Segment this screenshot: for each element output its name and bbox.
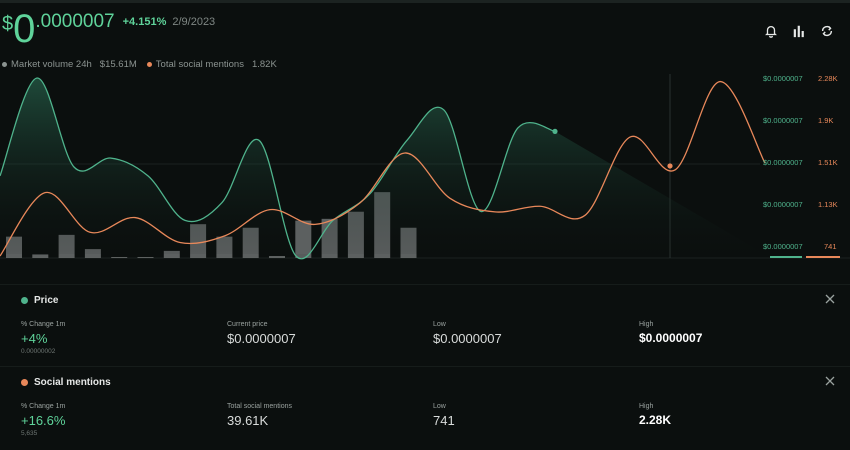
social-axis-label: 1.13K	[818, 200, 838, 209]
stat-label: Low	[433, 403, 446, 410]
stat-value: $0.0000007	[639, 331, 703, 345]
stat-label: Total social mentions	[227, 403, 292, 410]
volume-bar	[295, 220, 312, 258]
social-marker	[667, 163, 673, 169]
price-marker	[552, 128, 558, 134]
stat-value: $0.0000007	[433, 331, 502, 346]
legend-mentions[interactable]: Total social mentions 1.82K	[146, 59, 277, 70]
social-axis-label: 1.51K	[818, 158, 838, 167]
price-line	[0, 77, 556, 260]
close-icon[interactable]	[824, 293, 836, 305]
social-axis-label: 1.9K	[818, 116, 834, 125]
stat-label: Low	[433, 321, 446, 328]
price-change-stat: % Change 1m +4% 0.00000002	[21, 321, 65, 355]
stat-label: High	[639, 321, 654, 328]
price-axis-label: $0.0000007	[763, 116, 803, 125]
price-axis-label: $0.0000007	[763, 74, 803, 83]
stat-sub: 5,635	[21, 430, 38, 437]
legend-mentions-value: 1.82K	[251, 59, 277, 70]
close-icon[interactable]	[824, 375, 836, 387]
price-area	[0, 77, 765, 259]
price-currency: $	[2, 13, 14, 35]
volume-bar	[111, 257, 128, 258]
social-panel-title: Social mentions	[21, 377, 111, 388]
price-social-chart[interactable]: $0.0000007 $0.0000007 $0.0000007 $0.0000007…	[0, 66, 850, 262]
bar-chart-icon[interactable]	[790, 22, 808, 40]
legend-volume[interactable]: Market volume 24h $15.61M	[2, 59, 137, 70]
current-price-stat: Current price $0.0000007	[227, 321, 296, 346]
header-actions	[762, 22, 836, 40]
price-dot-icon	[21, 297, 28, 304]
price-panel-title-text: Price	[34, 295, 59, 306]
social-change-stat: % Change 1m +16.6% 5,635	[21, 403, 65, 437]
price-decimals: .0000007	[35, 11, 115, 32]
legend-mentions-label: Total social mentions	[155, 59, 244, 70]
price-integer: 0	[13, 7, 36, 51]
price-change-percent: +4.151%	[122, 16, 167, 28]
social-axis-label: 2.28K	[818, 74, 838, 83]
stat-label: Current price	[227, 321, 268, 328]
stat-label: % Change 1m	[21, 321, 66, 328]
total-mentions-stat: Total social mentions 39.61K	[227, 403, 292, 428]
top-divider	[0, 0, 850, 3]
stat-value: +16.6%	[21, 413, 66, 428]
price-axis-label: $0.0000007	[763, 158, 803, 167]
chart-canvas	[0, 74, 850, 260]
social-high-stat: High 2.28K	[639, 403, 671, 427]
price-panel-title: Price	[21, 295, 58, 306]
volume-bar	[137, 257, 154, 258]
volume-bar	[32, 254, 49, 258]
price-panel: Price % Change 1m +4% 0.00000002 Current…	[0, 284, 850, 364]
legend-volume-value: $15.61M	[99, 59, 137, 70]
volume-bar	[163, 250, 180, 258]
stat-value: 2.28K	[639, 413, 672, 427]
stat-value: $0.0000007	[227, 331, 296, 346]
bell-icon[interactable]	[762, 22, 780, 40]
stat-value: 741	[433, 413, 455, 428]
volume-bar	[269, 256, 285, 258]
share-icon[interactable]	[818, 22, 836, 40]
stat-label: % Change 1m	[21, 403, 66, 410]
price-high-stat: High $0.0000007	[639, 321, 702, 345]
social-panel-title-text: Social mentions	[34, 377, 111, 388]
stat-value: 39.61K	[227, 413, 269, 428]
social-low-stat: Low 741	[433, 403, 455, 428]
chart-legend: Market volume 24h $15.61M Total social m…	[2, 59, 277, 70]
price-headline: $ 0 .0000007 +4.151% 2/9/2023	[2, 7, 216, 51]
stat-sub: 0.00000002	[21, 348, 56, 355]
legend-volume-label: Market volume 24h	[11, 59, 92, 70]
volume-dot-icon	[2, 62, 7, 67]
social-dot-icon	[21, 379, 28, 386]
header: $ 0 .0000007 +4.151% 2/9/2023	[0, 6, 850, 70]
social-line	[0, 80, 766, 257]
price-axis-label: $0.0000007	[763, 242, 803, 251]
price-axis-label: $0.0000007	[763, 200, 803, 209]
mentions-dot-icon	[146, 62, 152, 67]
social-panel: Social mentions % Change 1m +16.6% 5,635…	[0, 366, 850, 450]
stat-label: High	[639, 403, 654, 410]
social-axis-label: 741	[824, 242, 837, 251]
stat-value: +4%	[21, 331, 48, 346]
price-low-stat: Low $0.0000007	[433, 321, 502, 346]
price-date: 2/9/2023	[172, 16, 216, 28]
